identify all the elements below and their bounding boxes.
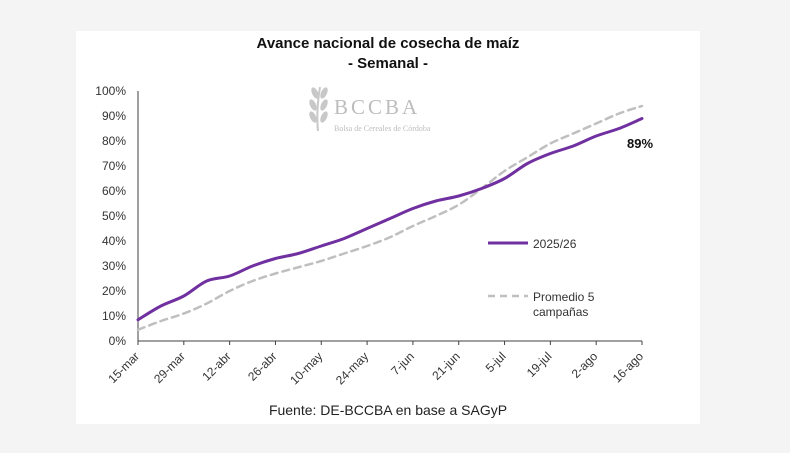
x-tick-label: 12-abr (199, 349, 233, 383)
y-tick-label: 100% (95, 84, 126, 98)
x-tick-label: 19-jul (524, 349, 555, 380)
chart-subtitle: - Semanal - (347, 55, 429, 72)
y-tick-label: 30% (102, 259, 126, 273)
x-tick-label: 15-mar (105, 349, 142, 386)
legend: 2025/26 Promedio 5 campañas (488, 237, 595, 319)
y-tick-label: 10% (102, 309, 126, 323)
y-tick-label: 0% (109, 334, 127, 348)
x-tick-label: 29-mar (151, 349, 188, 386)
chart-card: Avance nacional de cosecha de maíz - Sem… (76, 31, 700, 424)
wheat-icon (309, 86, 328, 132)
chart-title: Avance nacional de cosecha de maíz (256, 35, 520, 52)
series-lines (136, 104, 644, 331)
y-tick-label: 70% (102, 159, 126, 173)
x-tick-label: 5-jul (483, 349, 509, 375)
legend-label-2025-26: 2025/26 (533, 237, 577, 251)
y-tick-label: 90% (102, 109, 126, 123)
x-tick-label: 2-ago (569, 349, 601, 381)
logo-name: BCCBA (334, 95, 420, 119)
x-tick-label: 21-jun (429, 349, 462, 382)
y-tick-label: 80% (102, 134, 126, 148)
legend-label-promedio-line2: campañas (533, 305, 588, 319)
series-line-promedio (136, 104, 644, 331)
y-tick-label: 50% (102, 209, 126, 223)
x-tick-label: 10-may (287, 349, 325, 387)
y-tick-label: 20% (102, 284, 126, 298)
end-value-label: 89% (627, 136, 653, 151)
line-chart: BCCBA Bolsa de Cereales de Córdoba 0% 10%… (95, 84, 653, 387)
x-tick-label: 7-jun (388, 349, 417, 378)
y-axis: 0% 10% 20% 30% 40% 50% 60% 70% 80% 90% 100% (95, 84, 139, 348)
x-tick-label: 16-ago (610, 349, 647, 386)
logo-tagline: Bolsa de Cereales de Córdoba (334, 124, 431, 133)
legend-label-promedio-line1: Promedio 5 (533, 290, 595, 304)
x-tick-label: 26-abr (245, 349, 279, 383)
y-tick-label: 40% (102, 234, 126, 248)
x-tick-label: 24-may (333, 349, 371, 387)
y-tick-label: 60% (102, 184, 126, 198)
series-line-2025-26 (136, 117, 644, 322)
x-axis: 15-mar 29-mar 12-abr 26-abr 10-may 24-may 7-ju… (105, 340, 647, 387)
bccba-logo: BCCBA Bolsa de Cereales de Córdoba (309, 86, 431, 133)
source-note: Fuente: DE-BCCBA en base a SAGyP (268, 402, 508, 418)
